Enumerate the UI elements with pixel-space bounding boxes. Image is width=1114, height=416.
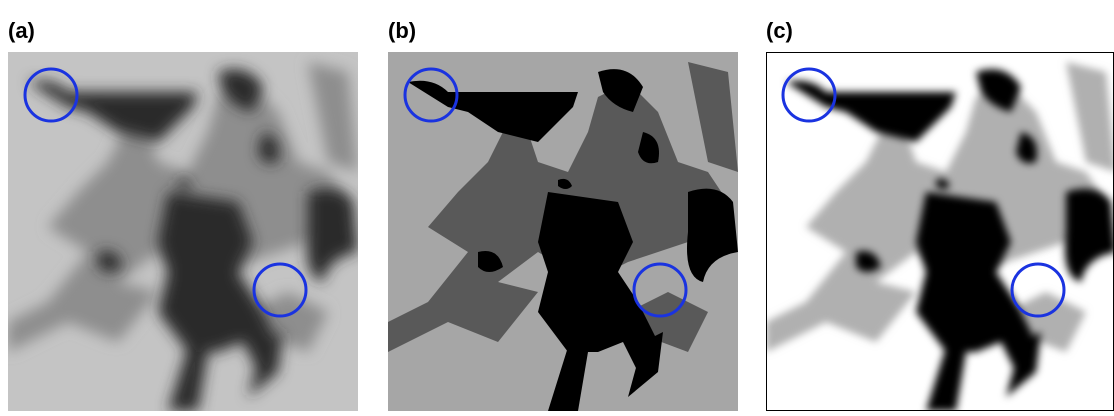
panel-label: (a) — [8, 18, 35, 43]
panel-label: (b) — [388, 18, 416, 43]
panel-image-b — [388, 52, 738, 411]
panel-image-a — [8, 52, 358, 411]
panel-label: (c) — [766, 18, 793, 43]
figure: (a) (b) (c) — [0, 0, 1114, 411]
panel-image-c — [766, 52, 1114, 411]
